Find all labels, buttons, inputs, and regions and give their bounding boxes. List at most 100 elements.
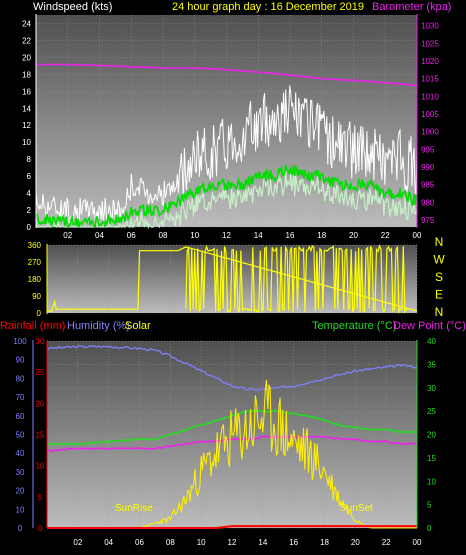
compass-label: N [435,235,444,249]
humidity-tick-label: 100 [13,337,27,346]
windspeed-line [35,85,418,224]
wind-y-tick-label: 18 [22,70,31,79]
humidity-tick-label: 70 [16,393,25,402]
humidity-tick-labels: 0 10 20 30 40 50 60 70 80 90 100 [13,337,27,533]
wind-x-tick-label: 22 [381,231,390,240]
wind-y-tick-label: 6 [27,172,32,181]
direction-y-tick-label: 90 [32,292,41,301]
wind-x-tick-label: 16 [286,231,295,240]
humidity-line [46,344,418,392]
climate-x-tick-label: 16 [289,538,298,547]
humidity-tick-label: 20 [16,487,25,496]
barometer-tick-label: 1010 [421,92,439,101]
dewpoint-axis-title: Dew Point (°C) [393,320,466,332]
windspeed-axis-title: Windspeed (kts) [33,1,112,13]
wind-y-tick-label: 16 [22,87,31,96]
direction-y-tick-labels: 0 90 180 270 360 [28,241,42,318]
wind-lull-line [36,169,418,230]
barometer-tick-label: 1020 [421,57,439,66]
rainfall-tick-labels: 0 5 10 15 20 25 30 [36,337,45,533]
rainfall-tick-label: 0 [38,524,43,533]
climate-x-tick-label: 06 [135,538,144,547]
wind-x-tick-label: 18 [317,231,326,240]
climate-panel: 0 10 20 30 40 50 60 70 80 90 100 0 5 10 15 20 25 30 0 5 10… [13,337,436,547]
climate-x-tick-label: 10 [197,538,206,547]
dewpoint-line [46,435,418,452]
climate-x-tick-label: 12 [228,538,237,547]
climate-x-tick-label: 04 [104,538,113,547]
wind-y-tick-label: 8 [27,155,32,164]
barometer-tick-label: 1030 [421,22,439,31]
barometer-tick-label: 1005 [421,110,439,119]
barometer-tick-label: 1025 [421,39,439,48]
climate-x-tick-label: 20 [351,538,360,547]
humidity-tick-label: 90 [16,356,25,365]
wind-x-tick-label: 20 [349,231,358,240]
graph-title: 24 hour graph day : 16 December 2019 [172,1,364,13]
direction-y-tick-label: 270 [28,258,42,267]
climate-x-tick-label: 14 [258,538,267,547]
wind-y-tick-label: 22 [22,36,31,45]
direction-y-tick-label: 180 [28,275,42,284]
humidity-tick-label: 40 [16,449,25,458]
direction-series [47,244,418,314]
wind-y-tick-label: 10 [22,138,31,147]
humidity-tick-label: 80 [16,374,25,383]
wind-y-tick-label: 12 [22,121,31,130]
wind-direction-wrap-line [185,244,409,314]
climate-x-tick-label: 08 [166,538,175,547]
sunrise-label: SunRise [115,503,153,514]
wind-y-tick-label: 4 [27,189,32,198]
barometer-tick-labels: 975 980 985 990 995 1000 1005 1010 1015 1020 1025 1… [421,22,439,225]
temperature-axis-title: Temperature (°C) [312,320,396,332]
wind-y-tick-label: 20 [22,53,31,62]
temperature-tick-label: 10 [427,477,436,486]
wind-x-tick-label: 12 [222,231,231,240]
direction-y-tick-label: 0 [37,309,42,318]
climate-x-tick-label: 22 [382,538,391,547]
compass-label: W [433,253,445,267]
wind-x-tick-label: 06 [127,231,136,240]
rainfall-tick-label: 20 [36,399,45,408]
climate-series [46,344,418,529]
wind-y-tick-label: 0 [27,223,32,232]
barometer-tick-label: 975 [421,216,435,225]
humidity-tick-label: 60 [16,412,25,421]
climate-x-tick-label: 00 [413,538,422,547]
temperature-tick-label: 20 [427,431,436,440]
wind-direction-line [47,246,418,312]
temperature-tick-labels: 0 5 10 15 20 25 30 35 40 [427,337,436,533]
temperature-tick-label: 40 [427,337,436,346]
barometer-tick-label: 995 [421,145,435,154]
wind-y-tick-label: 14 [22,104,31,113]
rainfall-line [47,525,417,529]
barometer-tick-label: 985 [421,181,435,190]
wind-y-tick-label: 2 [27,206,32,215]
barometer-line [36,63,418,87]
rainfall-tick-label: 25 [36,368,45,377]
rainfall-axis-title: Rainfall (mm) [0,320,65,332]
wind-x-tick-labels: 02 04 06 08 10 12 14 16 18 20 22 00 [63,231,422,240]
compass-label: N [435,305,444,319]
temperature-tick-label: 15 [427,454,436,463]
wind-x-tick-label: 14 [254,231,263,240]
wind-x-tick-label: 04 [95,231,104,240]
compass-label: E [435,288,443,302]
wind-average-line [35,164,418,229]
barometer-tick-label: 1015 [421,75,439,84]
humidity-tick-label: 10 [16,505,25,514]
wind-x-tick-label: 02 [63,231,72,240]
temperature-tick-label: 0 [427,524,432,533]
wind-y-tick-label: 24 [22,19,31,28]
climate-x-tick-label: 02 [73,538,82,547]
rainfall-tick-label: 15 [36,431,45,440]
rainfall-tick-label: 10 [36,462,45,471]
wind-x-tick-label: 08 [159,231,168,240]
climate-x-tick-labels: 02 04 06 08 10 12 14 16 18 20 22 00 [73,538,422,547]
barometer-tick-label: 980 [421,198,435,207]
wind-x-tick-label: 00 [413,231,422,240]
